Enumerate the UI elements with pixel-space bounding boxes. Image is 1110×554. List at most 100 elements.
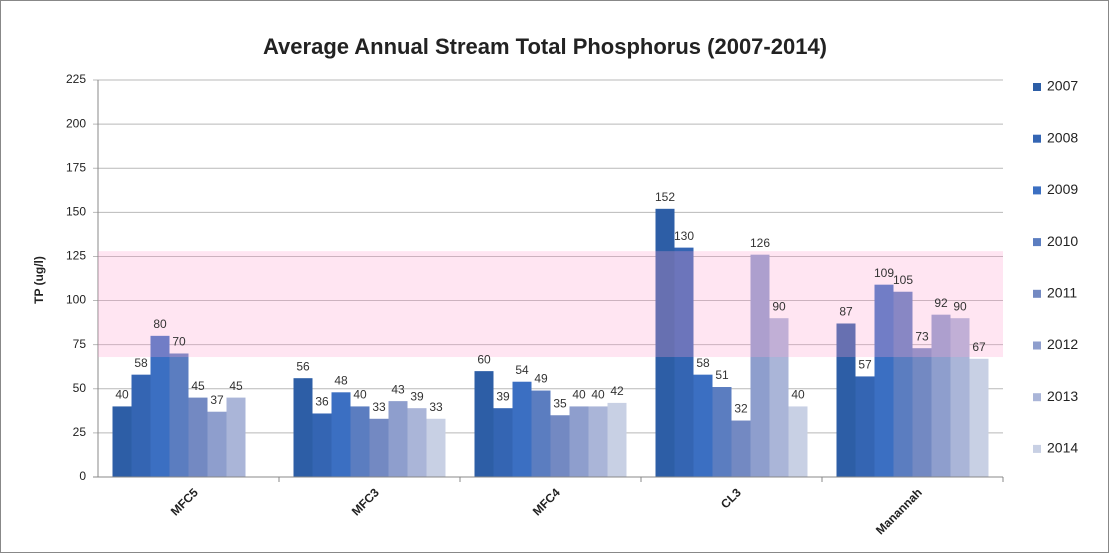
bar [207, 411, 227, 477]
data-label: 40 [115, 388, 129, 402]
bar [112, 406, 132, 477]
data-label: 57 [858, 358, 872, 372]
data-label: 130 [674, 229, 694, 243]
legend-swatch [1033, 83, 1041, 91]
data-label: 32 [734, 402, 748, 416]
data-label: 126 [750, 236, 770, 250]
legend-swatch [1033, 289, 1041, 298]
data-label: 35 [553, 396, 567, 410]
data-label: 48 [334, 373, 348, 387]
y-tick-label: 25 [73, 425, 87, 439]
data-label: 33 [372, 400, 386, 414]
bar [331, 392, 351, 477]
bar [607, 402, 627, 477]
data-label: 87 [839, 305, 853, 319]
data-label: 51 [715, 368, 729, 382]
bar [674, 247, 694, 477]
data-label: 45 [229, 379, 243, 393]
legend-label: 2008 [1047, 129, 1078, 145]
y-tick-label: 100 [66, 293, 86, 307]
y-tick-label: 125 [66, 249, 86, 263]
shaded-range [98, 251, 1003, 358]
bar [569, 406, 589, 477]
data-label: 152 [655, 190, 675, 204]
data-label: 90 [953, 299, 967, 313]
bar [531, 390, 551, 477]
data-label: 42 [610, 384, 624, 398]
data-label: 49 [534, 372, 548, 386]
legend-label: 2014 [1047, 440, 1078, 456]
data-label: 109 [874, 266, 894, 280]
bar [712, 387, 732, 477]
y-tick-label: 50 [73, 381, 87, 395]
bar [893, 291, 913, 477]
data-label: 90 [772, 299, 786, 313]
y-tick-label: 200 [66, 116, 86, 130]
bar [369, 418, 389, 477]
data-label: 39 [410, 389, 424, 403]
chart-title: Average Annual Stream Total Phosphorus (… [263, 34, 827, 59]
bar [969, 358, 989, 477]
y-tick-label: 0 [79, 469, 86, 483]
bar [836, 323, 856, 477]
bar [731, 420, 751, 477]
y-tick-label: 150 [66, 205, 86, 219]
data-label: 58 [696, 356, 710, 370]
bar [655, 208, 675, 477]
bar [226, 397, 246, 477]
legend-label: 2009 [1047, 181, 1078, 197]
data-label: 43 [391, 382, 405, 396]
bar [550, 415, 570, 477]
legend-label: 2013 [1047, 388, 1078, 404]
bar [350, 406, 370, 477]
legend-label: 2007 [1047, 78, 1078, 94]
y-axis-label: TP (ug/l) [32, 256, 46, 304]
bar [693, 374, 713, 477]
bar [474, 371, 494, 477]
legend-swatch [1033, 186, 1041, 195]
data-label: 60 [477, 352, 491, 366]
legend-swatch [1033, 444, 1041, 453]
y-tick-label: 75 [73, 337, 87, 351]
bar [912, 348, 932, 477]
data-label: 40 [572, 388, 586, 402]
bar [312, 413, 332, 477]
bar [950, 318, 970, 477]
data-label: 92 [934, 296, 948, 310]
legend-swatch [1033, 238, 1041, 247]
data-label: 36 [315, 395, 329, 409]
data-label: 56 [296, 359, 310, 373]
data-label: 40 [791, 388, 805, 402]
data-label: 39 [496, 389, 510, 403]
legend-swatch [1033, 134, 1041, 143]
bar [512, 381, 532, 477]
data-label: 40 [591, 388, 605, 402]
bar [426, 418, 446, 477]
bar [293, 378, 313, 477]
bar [874, 284, 894, 477]
bar [788, 406, 808, 477]
bar [169, 353, 189, 477]
data-label: 58 [134, 356, 148, 370]
data-label: 80 [153, 317, 167, 331]
bar [750, 254, 770, 477]
bar [588, 406, 608, 477]
data-label: 45 [191, 379, 205, 393]
bar [188, 397, 208, 477]
bar [769, 318, 789, 477]
data-label: 70 [172, 335, 186, 349]
bar [388, 401, 408, 477]
legend-label: 2010 [1047, 233, 1078, 249]
data-label: 105 [893, 273, 913, 287]
bar [855, 376, 875, 477]
bar [493, 408, 513, 477]
data-label: 73 [915, 329, 929, 343]
bar [931, 314, 951, 477]
data-label: 33 [429, 400, 443, 414]
bar [131, 374, 151, 477]
y-tick-label: 225 [66, 72, 86, 86]
legend-swatch [1033, 341, 1041, 350]
legend-label: 2011 [1047, 285, 1077, 301]
bar [407, 408, 427, 477]
